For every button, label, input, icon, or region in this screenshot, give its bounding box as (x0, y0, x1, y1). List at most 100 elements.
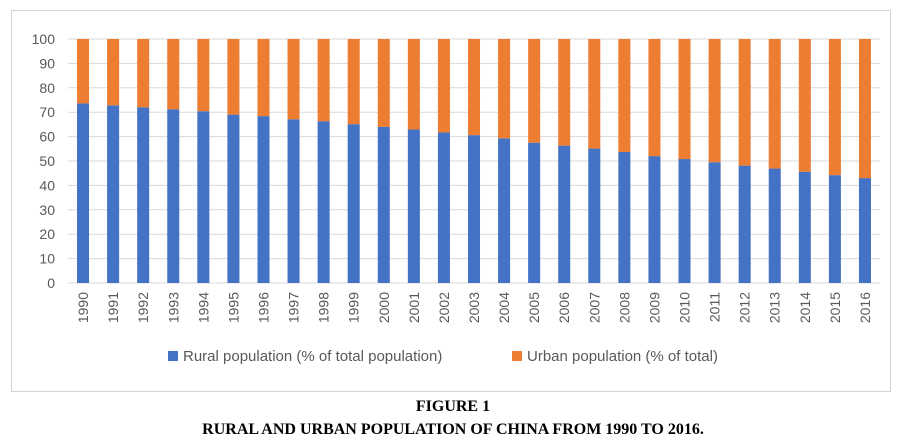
urban-bar-1995 (227, 39, 240, 115)
x-tick-label: 1992 (135, 292, 151, 323)
x-tick-label: 2008 (616, 292, 632, 323)
x-tick-label: 2007 (586, 292, 602, 323)
y-tick-label: 10 (39, 251, 55, 267)
y-tick-label: 50 (39, 153, 55, 169)
x-tick-label: 2013 (767, 292, 783, 323)
urban-bar-1992 (137, 39, 150, 108)
figure-title: RURAL AND URBAN POPULATION OF CHINA FROM… (202, 421, 704, 438)
rural-bar-2000 (377, 126, 390, 283)
figure-label: FIGURE 1 (415, 398, 491, 415)
urban-bar-2005 (528, 39, 541, 143)
urban-bar-2011 (708, 39, 721, 163)
rural-bar-1992 (137, 107, 150, 283)
urban-bar-1994 (197, 39, 210, 112)
x-tick-label: 1999 (346, 292, 362, 323)
y-tick-label: 90 (39, 55, 55, 71)
x-tick-label: 2001 (406, 292, 422, 323)
urban-bar-2013 (768, 39, 781, 169)
x-tick-label: 2015 (827, 292, 843, 323)
y-tick-label: 20 (39, 226, 55, 242)
y-tick-label: 70 (39, 104, 55, 120)
x-tick-label: 1996 (255, 292, 271, 323)
rural-bar-2003 (467, 135, 481, 283)
urban-bar-2008 (618, 39, 631, 152)
rural-bar-2014 (798, 171, 811, 283)
urban-bar-2002 (437, 39, 450, 133)
rural-bar-2002 (437, 132, 450, 283)
x-tick-label: 2005 (526, 292, 542, 323)
x-tick-label: 1994 (195, 292, 211, 323)
x-tick-label: 1998 (316, 292, 332, 323)
x-tick-label: 2014 (797, 292, 813, 323)
rural-bar-1990 (77, 103, 90, 283)
rural-bar-2004 (498, 138, 511, 283)
urban-bar-2000 (377, 39, 390, 127)
x-tick-label: 1990 (75, 292, 91, 323)
rural-bar-2006 (558, 145, 571, 283)
legend-label-urban: Urban population (% of total) (527, 348, 718, 365)
rural-bar-2011 (708, 162, 721, 283)
urban-bar-1990 (77, 39, 90, 104)
rural-bar-2010 (678, 159, 691, 283)
urban-bar-2001 (407, 39, 420, 130)
urban-bar-2004 (498, 39, 511, 139)
legend-swatch-urban (512, 351, 522, 361)
rural-bar-1997 (287, 119, 300, 283)
urban-bar-2003 (467, 39, 481, 136)
rural-bar-2001 (407, 129, 420, 283)
rural-bar-2015 (828, 175, 841, 283)
urban-bar-2012 (738, 39, 751, 166)
rural-bar-2008 (618, 151, 631, 283)
y-tick-label: 30 (39, 202, 55, 218)
x-tick-label: 2003 (466, 292, 482, 323)
rural-bar-2012 (738, 165, 751, 283)
x-tick-label: 2002 (436, 292, 452, 323)
x-tick-label: 2012 (737, 292, 753, 323)
x-tick-label: 1997 (286, 292, 302, 323)
urban-bar-2009 (648, 39, 661, 157)
rural-bar-2009 (648, 156, 661, 283)
rural-bar-1999 (347, 124, 360, 283)
y-tick-label: 40 (39, 177, 55, 193)
chart-container: 0 10 20 30 40 50 60 70 80 90 100 1990 1991 1992 1993 19… (11, 10, 891, 392)
y-tick-label: 0 (47, 275, 55, 291)
rural-bar-1993 (167, 109, 180, 283)
stacked-bar-chart: 0 10 20 30 40 50 60 70 80 90 100 1990 1991 1992 1993 19… (32, 31, 880, 365)
legend-label-rural: Rural population (% of total population) (183, 348, 442, 365)
urban-bar-2014 (798, 39, 811, 172)
x-tick-label: 2009 (646, 292, 662, 323)
urban-bar-2007 (588, 39, 601, 149)
rural-bar-2007 (588, 148, 601, 283)
urban-bar-2010 (678, 39, 691, 160)
urban-bar-2016 (858, 39, 871, 179)
urban-bar-1996 (257, 39, 270, 117)
y-tick-label: 80 (39, 80, 55, 96)
rural-bar-1998 (317, 121, 330, 283)
x-tick-label: 2011 (707, 292, 723, 322)
urban-bar-1993 (167, 39, 180, 110)
urban-bar-1998 (317, 39, 330, 122)
x-tick-label: 1993 (165, 292, 181, 323)
x-tick-label: 2004 (496, 292, 512, 323)
x-tick-label: 1995 (225, 292, 241, 323)
urban-bar-2006 (558, 39, 571, 146)
rural-bar-2013 (768, 168, 781, 283)
x-tick-label: 2006 (556, 292, 572, 323)
x-tick-label: 1991 (105, 292, 121, 323)
urban-bar-1997 (287, 39, 300, 120)
x-tick-label: 2016 (857, 292, 873, 323)
rural-bar-1996 (257, 116, 270, 283)
rural-bar-2016 (858, 178, 871, 283)
x-tick-label: 2000 (376, 292, 392, 323)
x-tick-label: 2010 (677, 292, 693, 323)
rural-bar-1995 (227, 114, 240, 283)
urban-bar-1991 (107, 39, 120, 106)
legend-swatch-rural (168, 351, 178, 361)
urban-bar-2015 (828, 39, 841, 176)
urban-bar-1999 (347, 39, 360, 125)
rural-bar-2005 (528, 142, 541, 283)
rural-bar-1991 (107, 105, 120, 283)
y-tick-label: 60 (39, 129, 55, 145)
y-tick-label: 100 (32, 31, 56, 47)
rural-bar-1994 (197, 111, 210, 283)
